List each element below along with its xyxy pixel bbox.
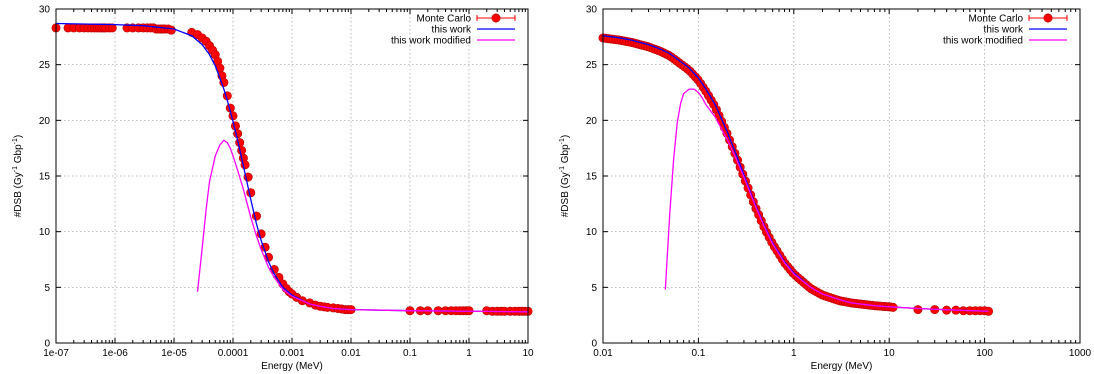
y-label-superscript: -1 (559, 138, 566, 144)
x-tick-label: 0.01 (593, 348, 613, 359)
y-tick-label: 10 (39, 227, 51, 238)
y-tick-label: 25 (39, 60, 51, 71)
x-axis-label: Energy (MeV) (261, 361, 323, 372)
y-tick-label: 15 (39, 172, 51, 183)
x-tick-label: 0.01 (341, 348, 361, 359)
y-tick-label: 10 (586, 227, 598, 238)
y-tick-label: 25 (586, 60, 598, 71)
series-line-this-work-modified (664, 88, 989, 312)
axis-ticks: 0.01 0.1 1 10 100 1000 0 5 10 15 20 25 30 (586, 5, 1092, 360)
y-label-text: #DSB (Gy (560, 172, 571, 217)
chart-left: 1e-07 1e-06 1e-05 0.0001 0.001 0.01 0.1 1 10 0 5 10… (12, 5, 534, 373)
chart-right: 0.01 0.1 1 10 100 1000 0 5 10 15 20 25 30 Energy (MeV… (559, 5, 1092, 373)
grid-lines (56, 9, 528, 343)
y-tick-label: 20 (586, 116, 598, 127)
x-tick-label: 0.0001 (218, 348, 249, 359)
axis-ticks: 1e-07 1e-06 1e-05 0.0001 0.001 0.01 0.1 1 10 0 5 10… (39, 5, 534, 360)
y-tick-label: 0 (44, 339, 50, 350)
y-axis-label: #DSB (Gy-1 Gbp-1) (559, 135, 571, 218)
legend-label: Monte Carlo (969, 14, 1024, 25)
y-label-text: Gbp (13, 144, 24, 166)
y-tick-label: 20 (39, 116, 51, 127)
x-tick-label: 1e-05 (161, 348, 187, 359)
x-tick-label: 0.1 (403, 348, 417, 359)
x-tick-label: 10 (884, 348, 896, 359)
series-line-this-work (55, 22, 529, 313)
data-series (51, 22, 533, 316)
y-label-text: #DSB (Gy (13, 172, 24, 217)
y-label-text: ) (560, 135, 571, 138)
data-point (166, 25, 176, 35)
legend-label: this work (432, 25, 472, 36)
legend-label: this work (984, 25, 1024, 36)
legend-swatch-marker (1043, 13, 1053, 23)
y-label-text: Gbp (560, 144, 571, 166)
y-label-superscript: -1 (559, 166, 566, 172)
y-tick-label: 15 (586, 172, 598, 183)
x-axis-label: Energy (MeV) (811, 361, 873, 372)
y-tick-label: 0 (591, 339, 597, 350)
plot-frame (55, 8, 529, 344)
y-label-superscript: -1 (12, 138, 19, 144)
legend-label: Monte Carlo (417, 14, 472, 25)
legend-label: this work modified (943, 36, 1023, 47)
data-point (107, 23, 117, 33)
x-tick-label: 1e-06 (102, 348, 128, 359)
legend-swatch-marker (491, 13, 501, 23)
y-tick-label: 5 (44, 283, 50, 294)
x-tick-label: 0.001 (279, 348, 304, 359)
y-label-superscript: -1 (12, 166, 19, 172)
data-series (598, 33, 994, 316)
legend-label: this work modified (391, 36, 471, 47)
y-tick-label: 5 (591, 283, 597, 294)
plot-frame (602, 8, 1081, 344)
x-tick-label: 100 (976, 348, 993, 359)
x-tick-label: 0.1 (691, 348, 705, 359)
y-axis-label: #DSB (Gy-1 Gbp-1) (12, 135, 24, 218)
series-line-this-work-modified (196, 139, 529, 313)
x-tick-label: 1 (466, 348, 472, 359)
data-point (235, 138, 245, 148)
x-tick-label: 1 (791, 348, 797, 359)
x-tick-label: 1e-07 (43, 348, 69, 359)
data-point (913, 305, 923, 315)
x-tick-label: 10 (522, 348, 534, 359)
y-tick-label: 30 (39, 5, 51, 16)
x-tick-label: 1000 (1069, 348, 1092, 359)
data-point (246, 188, 256, 198)
y-label-text: ) (13, 135, 24, 138)
y-tick-label: 30 (586, 5, 598, 16)
